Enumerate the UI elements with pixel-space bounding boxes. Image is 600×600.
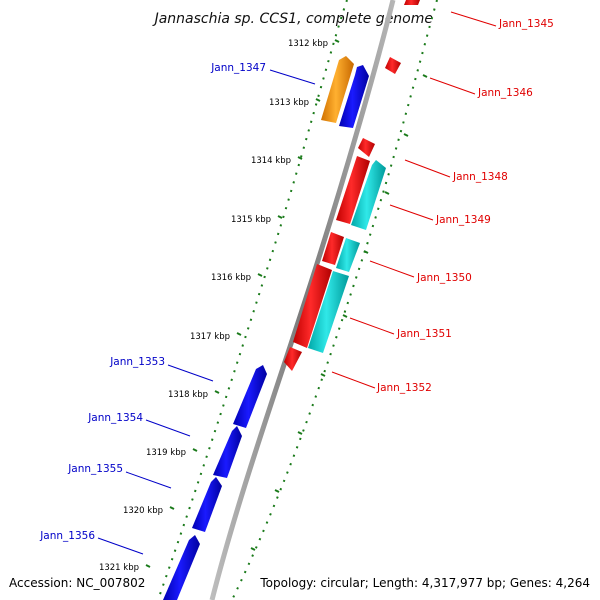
gene-label-jann-1353[interactable]: Jann_1353: [109, 356, 165, 368]
kbp-tick-label: 1316 kbp: [211, 273, 251, 283]
major-ticks: [145, 39, 428, 568]
leader-jann-1351: [349, 317, 395, 335]
forward-genes: [163, 56, 369, 600]
gene-jann-1356-arrow: [163, 535, 200, 600]
gene-label-jann-1351[interactable]: Jann_1351: [396, 328, 452, 340]
kbp-tick-label: 1315 kbp: [231, 215, 271, 225]
leader-jann-1349: [389, 204, 434, 221]
gene-label-jann-1348[interactable]: Jann_1348: [452, 171, 508, 183]
leader-jann-1355: [125, 471, 172, 489]
kbp-tick-label: 1317 kbp: [190, 332, 230, 342]
leader-jann-1347: [269, 69, 316, 85]
gene-label-jann-1349[interactable]: Jann_1349: [435, 214, 491, 226]
kbp-tick-label: 1314 kbp: [251, 156, 291, 166]
leader-jann-1345: [450, 11, 497, 27]
kbp-tick-label: 1318 kbp: [168, 390, 208, 400]
gene-label-jann-1347[interactable]: Jann_1347: [210, 62, 266, 74]
leader-jann-1350: [369, 260, 415, 278]
leader-jann-1354: [145, 419, 191, 437]
kbp-tick-label: 1319 kbp: [146, 448, 186, 458]
gene-jann-1348b-arrow: [336, 156, 370, 224]
gene-jann-1352-arrow: [284, 347, 302, 371]
gene-label-jann-1356[interactable]: Jann_1356: [39, 530, 95, 542]
gene-jann-1353-arrow: [233, 365, 267, 428]
reverse-genes: [284, 0, 420, 371]
gene-jann-1347-arrow: [339, 65, 369, 128]
genome-backbone: [209, 0, 396, 600]
kbp-tick-group: 1312 kbp 1313 kbp 1314 kbp 1315 kbp 1316…: [99, 39, 328, 573]
accession-text: Accession: NC_007802: [9, 576, 145, 590]
gene-jann-1348-arrow: [358, 138, 375, 157]
gene-label-jann-1355[interactable]: Jann_1355: [67, 463, 123, 475]
gene-jann-1351b-arrow: [308, 271, 349, 353]
left-gene-labels: Jann_1347 Jann_1353 Jann_1354 Jann_1355 …: [39, 62, 266, 542]
gene-label-jann-1354[interactable]: Jann_1354: [87, 412, 143, 424]
leader-jann-1353: [167, 364, 214, 382]
gene-jann-1346-arrow: [385, 57, 401, 74]
gene-jann-1350b-arrow: [336, 238, 360, 272]
gene-label-jann-1346[interactable]: Jann_1346: [477, 87, 533, 99]
kbp-tick-label: 1320 kbp: [123, 506, 163, 516]
gene-jann-1350-arrow: [322, 232, 344, 265]
right-gene-labels: Jann_1345 Jann_1346 Jann_1348 Jann_1349 …: [376, 18, 554, 394]
gene-jann-1355-arrow: [192, 477, 222, 532]
gene-jann-1349-arrow: [351, 160, 386, 230]
map-title: Jannaschia sp. CCS1, complete genome: [152, 11, 433, 27]
leader-jann-1346: [429, 77, 476, 95]
leader-jann-1352: [331, 371, 376, 389]
kbp-tick-label: 1313 kbp: [269, 98, 309, 108]
kbp-tick-label: 1312 kbp: [288, 39, 328, 49]
leader-lines: [97, 11, 497, 555]
gene-label-jann-1352[interactable]: Jann_1352: [376, 382, 432, 394]
gene-jann-1345-arrow: [404, 0, 420, 5]
gene-orange-arrow: [321, 56, 354, 123]
leader-jann-1356: [97, 537, 144, 555]
topology-text: Topology: circular; Length: 4,317,977 bp…: [259, 576, 590, 590]
gene-jann-1351-arrow: [293, 264, 332, 348]
gene-jann-1354-arrow: [213, 426, 242, 478]
gene-label-jann-1345[interactable]: Jann_1345: [498, 18, 554, 30]
leader-jann-1348: [404, 159, 451, 178]
kbp-tick-label: 1321 kbp: [99, 563, 139, 573]
gene-label-jann-1350[interactable]: Jann_1350: [416, 272, 472, 284]
outer-dotted-track-left: [157, 0, 348, 600]
